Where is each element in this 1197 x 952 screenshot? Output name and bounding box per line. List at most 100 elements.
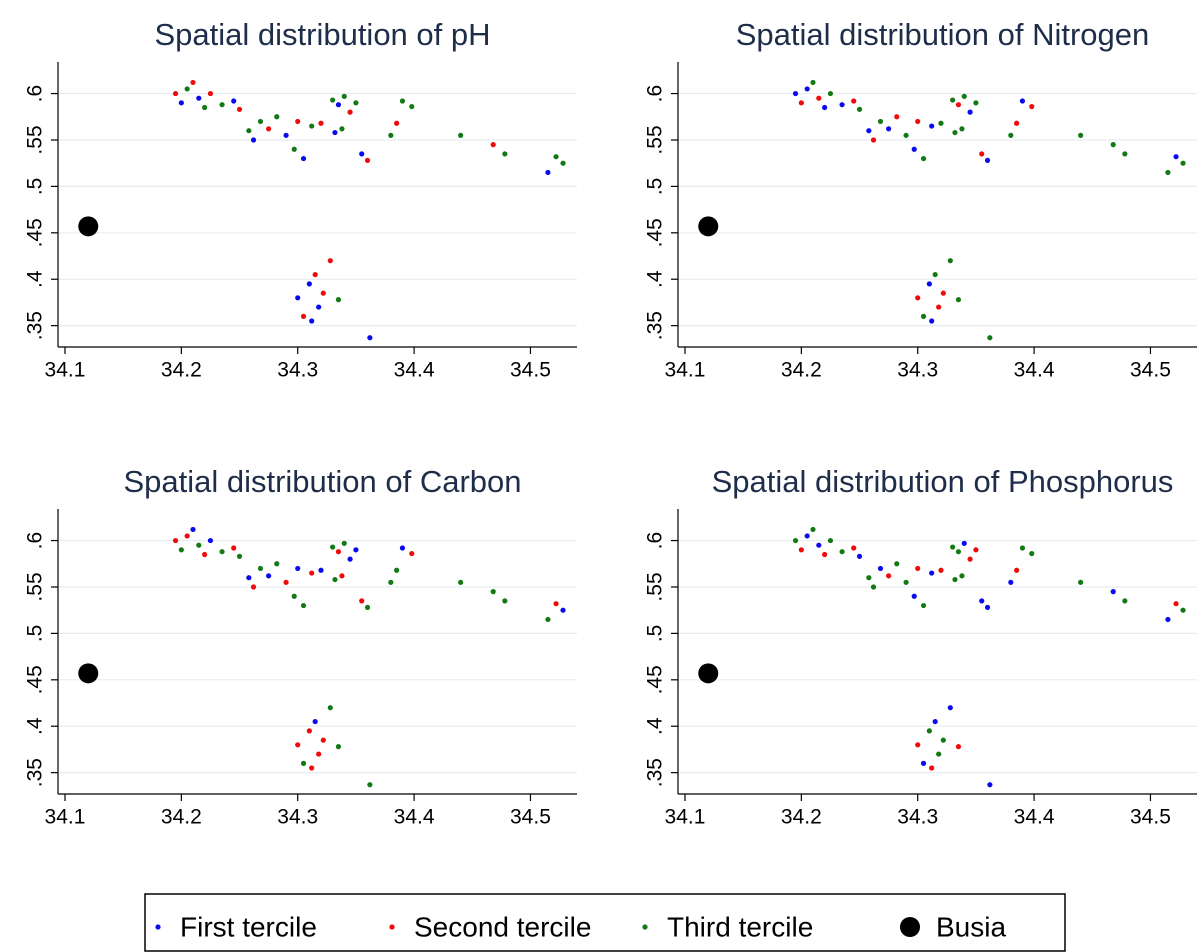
- data-point: [364, 157, 371, 164]
- y-tick-label: .35: [644, 311, 667, 340]
- data-point: [309, 318, 315, 324]
- y-tick-label: .45: [24, 665, 47, 694]
- data-point: [955, 744, 962, 750]
- data-point: [870, 137, 877, 143]
- data-point: [1180, 160, 1186, 166]
- data-point: [950, 544, 956, 550]
- data-point: [967, 109, 973, 115]
- y-tick-label: .45: [644, 665, 667, 694]
- data-point: [938, 120, 944, 126]
- data-point: [257, 565, 264, 572]
- data-point: [926, 728, 932, 734]
- data-point: [810, 79, 816, 86]
- data-point: [798, 547, 804, 553]
- y-tick-label: .55: [644, 572, 667, 601]
- data-point: [172, 537, 179, 544]
- data-point: [947, 705, 953, 711]
- data-point: [291, 146, 297, 152]
- x-tick-label: 34.5: [1130, 359, 1171, 382]
- data-point: [987, 782, 993, 788]
- legend-label: Busia: [936, 911, 1006, 942]
- data-point: [339, 126, 345, 132]
- x-tick-label: 34.5: [510, 359, 551, 382]
- data-point: [327, 705, 333, 711]
- y-tick-label: .4: [644, 717, 667, 735]
- y-tick-label: .4: [24, 717, 47, 735]
- data-point: [257, 118, 264, 125]
- data-point: [903, 579, 909, 585]
- data-point: [327, 258, 333, 264]
- data-point: [967, 556, 973, 562]
- y-tick-label: .35: [24, 311, 47, 340]
- data-point: [1110, 589, 1116, 595]
- data-point: [804, 86, 810, 92]
- data-point: [1019, 545, 1026, 551]
- data-point: [1014, 567, 1020, 573]
- data-point: [335, 744, 342, 750]
- data-point: [316, 304, 322, 310]
- data-point: [190, 526, 196, 533]
- data-point: [839, 549, 845, 555]
- x-tick-label: 34.4: [394, 359, 435, 382]
- y-tick-label: .35: [644, 758, 667, 787]
- data-point: [798, 100, 804, 106]
- data-point: [1008, 579, 1014, 585]
- data-point: [955, 297, 962, 303]
- x-tick-label: 34.3: [897, 359, 938, 382]
- data-point: [318, 567, 324, 573]
- data-point: [827, 537, 834, 544]
- data-point: [300, 602, 307, 609]
- chart-title: Spatial distribution of pH: [154, 17, 490, 52]
- data-point: [202, 551, 208, 558]
- data-point: [274, 561, 280, 567]
- data-point: [309, 123, 315, 129]
- data-point: [792, 90, 799, 97]
- data-point: [266, 573, 272, 579]
- y-tick-label: .6: [24, 532, 47, 550]
- data-point: [915, 118, 921, 125]
- data-point: [1122, 598, 1128, 604]
- data-point: [911, 146, 917, 152]
- data-point: [886, 126, 892, 132]
- data-point: [877, 565, 884, 572]
- data-point: [839, 102, 845, 108]
- data-point: [196, 542, 202, 548]
- data-point: [409, 103, 415, 110]
- data-point: [940, 290, 946, 296]
- y-tick-label: .45: [24, 218, 47, 247]
- panel: Spatial distribution of pH .35 .4 .45 .5 .55.…: [24, 17, 577, 382]
- y-tick-label: .5: [24, 178, 47, 196]
- data-point: [295, 118, 301, 125]
- data-point: [955, 102, 962, 108]
- y-tick-label: .5: [24, 625, 47, 643]
- data-point: [877, 118, 884, 125]
- data-point: [458, 579, 464, 585]
- legend-marker: [155, 924, 161, 930]
- data-point: [306, 728, 312, 734]
- data-point: [886, 573, 892, 579]
- data-point: [932, 271, 938, 278]
- data-point: [388, 132, 394, 138]
- x-tick-label: 34.2: [161, 359, 202, 382]
- data-point: [364, 604, 371, 611]
- y-tick-label: .55: [644, 125, 667, 154]
- data-point: [866, 575, 872, 581]
- data-point: [178, 547, 184, 553]
- chart-title: Spatial distribution of Carbon: [123, 464, 521, 499]
- x-tick-label: 34.1: [665, 806, 706, 829]
- data-point: [367, 782, 373, 788]
- data-point: [490, 589, 496, 595]
- legend-marker: [389, 924, 395, 930]
- data-point: [394, 120, 400, 126]
- data-point: [961, 540, 967, 546]
- y-tick-label: .55: [24, 572, 47, 601]
- data-point: [1165, 616, 1171, 623]
- chart-title: Spatial distribution of Nitrogen: [736, 17, 1150, 52]
- data-point: [316, 751, 322, 757]
- data-point: [1078, 132, 1084, 138]
- x-tick-label: 34.4: [1014, 359, 1055, 382]
- data-point: [335, 549, 342, 555]
- x-tick-label: 34.5: [1130, 806, 1171, 829]
- data-point: [698, 216, 719, 237]
